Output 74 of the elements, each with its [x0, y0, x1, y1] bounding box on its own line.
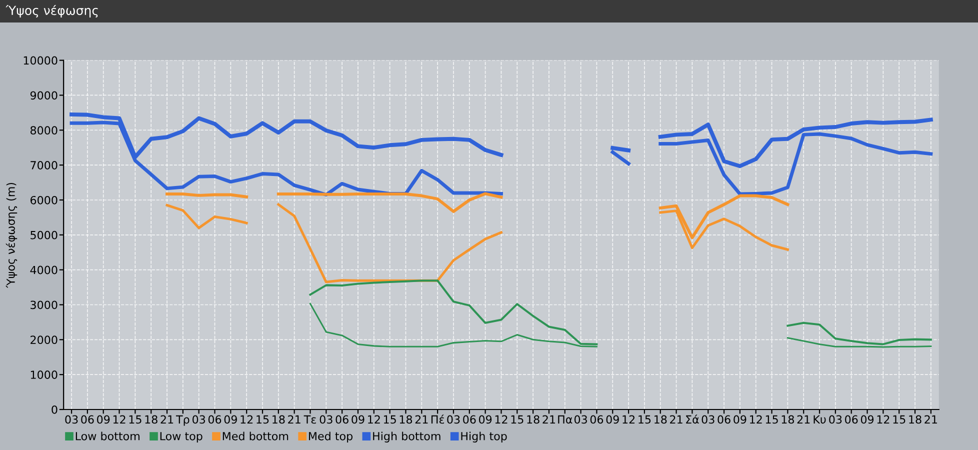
x-tick-label: Σά	[686, 414, 699, 424]
x-tick-label: 09	[606, 415, 619, 424]
y-tick-label: 9000	[30, 91, 58, 100]
x-tick-label: 09	[352, 415, 364, 424]
x-tick-label: 09	[478, 415, 492, 424]
x-tick-label: Κυ	[814, 415, 826, 424]
x-tick-label: 18	[909, 415, 922, 424]
x-tick-label: 06	[336, 415, 348, 424]
x-tick-label: 06	[718, 415, 730, 424]
x-tick-label: 12	[113, 415, 126, 424]
x-tick-label: 21	[797, 415, 810, 424]
x-tick-label: 21	[670, 415, 682, 424]
x-tick-label: 18	[782, 415, 794, 424]
x-tick-label: 09	[97, 415, 110, 424]
x-tick-label: Πα	[558, 415, 572, 424]
x-tick-label: Τρ	[176, 415, 190, 426]
x-tick-label: 18	[400, 415, 412, 424]
chart-title: Ύψος νέφωσης	[6, 4, 98, 18]
x-tick-label: 06	[845, 415, 858, 424]
x-tick-label: 03	[702, 415, 714, 424]
y-tick-label: 8000	[30, 126, 58, 135]
x-tick-label: 12	[622, 415, 634, 424]
x-tick-label: 18	[527, 415, 540, 424]
x-tick-label: 21	[288, 415, 300, 424]
x-tick-label: 21	[542, 415, 556, 424]
x-tick-label: 12	[368, 415, 380, 424]
legend-label: High bottom	[373, 432, 440, 442]
x-tick-label: 12	[877, 415, 890, 424]
legend-label: High top	[461, 432, 507, 442]
x-tick-label: 12	[750, 415, 762, 424]
y-axis-title: Ύψος νέφωσης (m)	[6, 182, 18, 288]
x-tick-label: 21	[924, 415, 937, 424]
x-tick-label: 03	[829, 415, 842, 424]
x-tick-label: 03	[192, 415, 206, 424]
x-tick-label: 06	[208, 415, 222, 424]
x-tick-label: 03	[447, 415, 460, 424]
x-tick-label: 15	[129, 415, 142, 424]
x-tick-label: 15	[893, 415, 906, 424]
x-tick-label: 18	[272, 415, 285, 424]
x-tick-label: 09	[860, 415, 874, 424]
x-tick-label: 09	[734, 415, 746, 424]
x-tick-label: 03	[320, 415, 332, 424]
legend-label: Low top	[160, 432, 202, 442]
y-tick-label: 5000	[30, 230, 58, 240]
y-tick-label: 6000	[30, 196, 58, 204]
y-tick-label: 10000	[24, 56, 58, 65]
x-tick-label: 12	[240, 415, 253, 424]
legend-label: Low bottom	[76, 432, 140, 440]
x-tick-label: 18	[654, 415, 667, 424]
x-tick-label: 03	[65, 415, 78, 424]
y-tick-label: 7000	[30, 161, 58, 170]
x-tick-label: 15	[384, 415, 396, 424]
x-tick-label: 06	[590, 415, 604, 424]
x-tick-label: 21	[160, 415, 174, 424]
x-tick-label: 06	[463, 415, 476, 424]
x-tick-label: Πέ	[431, 414, 444, 424]
y-tick-label: 3000	[30, 300, 58, 310]
x-tick-label: 09	[224, 415, 237, 424]
x-tick-label: 21	[415, 415, 428, 424]
y-tick-label: 4000	[30, 266, 58, 274]
x-tick-label: 15	[256, 415, 269, 424]
legend-label: Med bottom	[222, 432, 288, 440]
x-tick-label: Τε	[304, 415, 316, 424]
x-tick-label: 12	[495, 415, 508, 424]
x-tick-label: 15	[766, 415, 778, 424]
y-tick-label: 1000	[30, 370, 58, 379]
y-tick-label: 0	[52, 405, 58, 414]
x-tick-label: 18	[145, 415, 158, 424]
x-tick-label: 06	[81, 415, 94, 424]
x-tick-label: 03	[574, 415, 587, 424]
y-tick-label: 2000	[30, 336, 58, 344]
x-tick-label: 15	[638, 415, 651, 424]
legend-label: Med top	[308, 432, 353, 442]
x-tick-label: 15	[511, 415, 524, 424]
